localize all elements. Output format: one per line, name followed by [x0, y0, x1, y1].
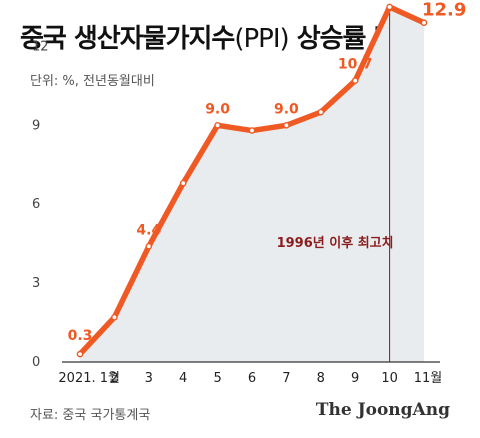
y-tick-label: 0	[32, 355, 40, 370]
y-tick-label: 3	[32, 276, 40, 291]
data-label: 9.0	[274, 101, 299, 117]
data-label: 4.4	[136, 222, 161, 238]
x-tick-label: 11월	[414, 371, 443, 386]
data-label: 12.9	[422, 0, 466, 21]
data-point	[386, 3, 393, 11]
source-note: 자료: 중국 국가통계국	[30, 408, 151, 423]
x-tick-label: 4	[179, 371, 187, 386]
annotation-label: 1996년 이후 최고치	[277, 235, 394, 251]
brand-logo: The JoongAng	[315, 400, 450, 420]
data-label: 9.0	[205, 101, 230, 117]
unit-note: 단위: %, 전년동월대비	[30, 74, 155, 89]
x-tick-label: 8	[317, 371, 325, 386]
x-tick-label: 2	[110, 371, 118, 386]
y-tick-label: 9	[32, 118, 40, 133]
data-point	[179, 179, 187, 187]
data-label: 0.3	[68, 328, 93, 344]
title-abbr: (PPI)	[234, 24, 289, 54]
data-point	[76, 350, 84, 358]
data-point	[214, 122, 221, 129]
area-fill	[80, 6, 424, 362]
x-tick-label: 6	[248, 371, 256, 386]
title-main: 중국 생산자물가지수	[20, 24, 235, 54]
x-tick-label: 2021. 1월	[58, 371, 120, 386]
x-tick-label: 5	[213, 371, 221, 386]
data-point	[420, 19, 428, 27]
data-point	[351, 77, 359, 84]
data-point	[248, 127, 256, 134]
data-point	[145, 242, 153, 250]
data-point	[111, 313, 118, 321]
data-label: 10.7	[338, 57, 373, 73]
x-tick-label: 7	[282, 371, 290, 386]
x-tick-label: 3	[145, 371, 153, 386]
y-tick-label: 12	[32, 39, 49, 54]
x-tick-label: 10	[381, 371, 398, 386]
x-tick-label: 9	[351, 371, 359, 386]
data-point	[283, 122, 290, 129]
data-point	[317, 108, 325, 116]
y-tick-label: 6	[32, 197, 40, 212]
